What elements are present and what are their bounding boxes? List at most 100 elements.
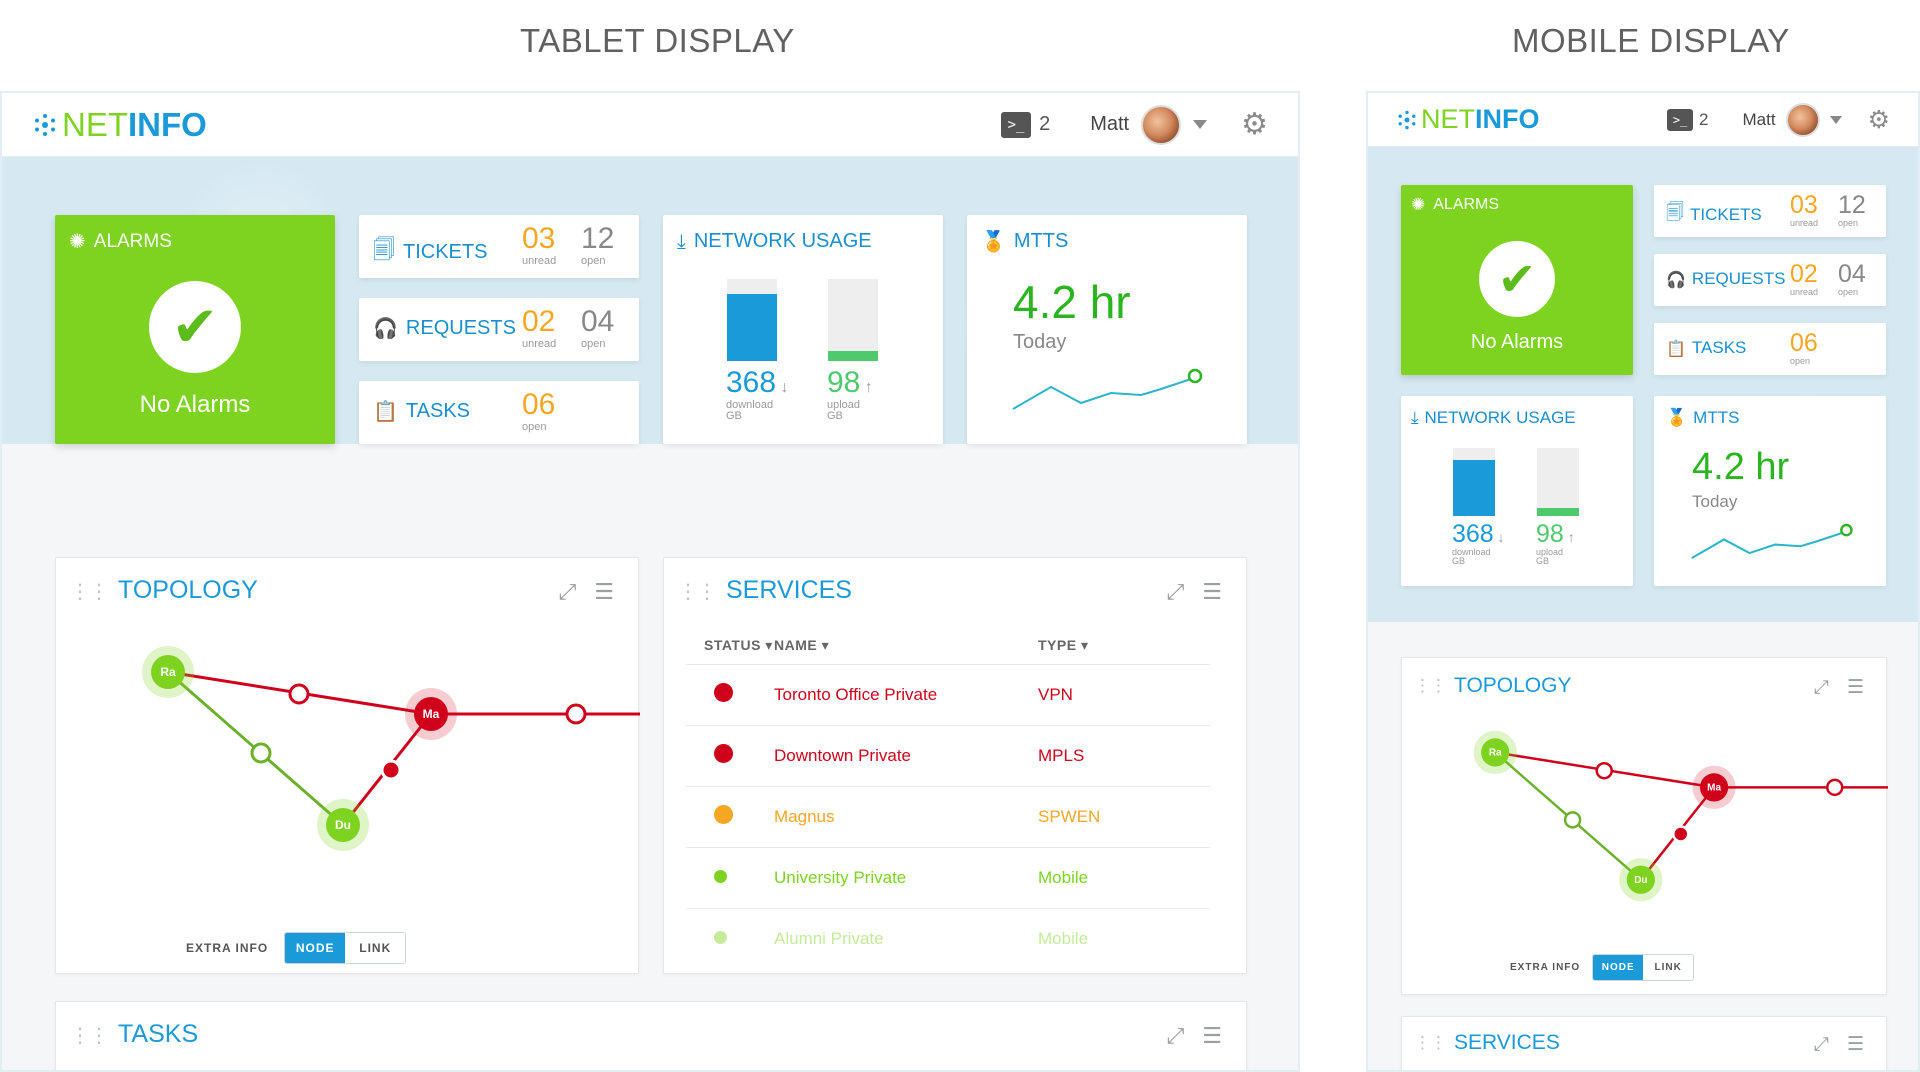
expand-icon[interactable]: ⤢ <box>1166 1024 1185 1049</box>
user-menu[interactable]: Matt <box>1743 102 1842 137</box>
network-usage-card[interactable]: ⤓ NETWORK USAGE 368 ↓ download GB 98 ↑ u… <box>663 215 943 444</box>
node-ra[interactable]: Ra <box>1489 748 1502 759</box>
gear-icon[interactable]: ⚙ <box>1867 105 1890 134</box>
tasks-open: 06 open <box>522 388 556 433</box>
menu-icon[interactable]: ☰ <box>1846 676 1864 698</box>
tasks-card[interactable]: 📋 TASKS 06 open <box>1654 323 1886 375</box>
node-toggle-button[interactable]: NODE <box>285 933 346 963</box>
drag-handle-icon[interactable]: ⋮⋮ <box>1414 676 1447 696</box>
services-header: ⋮⋮ SERVICES <box>678 576 852 605</box>
download-value: 368 ↓ download GB <box>726 366 789 422</box>
upload-value: 98 ↑ upload GB <box>1536 520 1575 566</box>
tickets-header: 🗐 TICKETS <box>373 233 487 271</box>
table-row[interactable]: Downtown Private MPLS <box>686 725 1210 787</box>
logo-info: INFO <box>128 105 207 143</box>
mobile-summary-hero: ✺ ALARMS ✔ No Alarms 🗐 TICKETS 03 unread… <box>1368 147 1918 622</box>
topology-header: ⋮⋮ TOPOLOGY <box>1414 674 1571 698</box>
type-column-header[interactable]: TYPE ▾ <box>1038 628 1210 665</box>
mtts-card[interactable]: 🏅 MTTS 4.2 hr Today <box>1654 396 1886 586</box>
alarm-light-icon: ✺ <box>69 231 86 253</box>
clipboard-icon: 📋 <box>373 399 398 423</box>
tasks-open: 06 open <box>1790 329 1818 366</box>
service-type: MPLS <box>1038 725 1210 787</box>
name-column-header[interactable]: NAME ▾ <box>774 628 1038 665</box>
node-du[interactable]: Du <box>335 818 351 832</box>
menu-icon[interactable]: ☰ <box>1202 1024 1222 1049</box>
status-dot <box>714 743 733 763</box>
alarms-card[interactable]: ✺ ALARMS ✔ No Alarms <box>1401 185 1633 375</box>
mtts-card[interactable]: 🏅 MTTS 4.2 hr Today <box>967 215 1247 444</box>
menu-icon[interactable]: ☰ <box>1846 1033 1864 1055</box>
mobile-top-bar: NET INFO >_ 2 Matt ⚙ <box>1368 93 1918 147</box>
ribbon-icon: 🏅 <box>981 229 1006 253</box>
alarms-message: No Alarms <box>1470 331 1564 353</box>
expand-icon[interactable]: ⤢ <box>558 580 577 605</box>
status-cell <box>686 908 774 969</box>
status-cell <box>686 725 774 787</box>
user-menu[interactable]: Matt <box>1090 104 1208 145</box>
expand-icon[interactable]: ⤢ <box>1813 1033 1829 1055</box>
menu-icon[interactable]: ☰ <box>1202 580 1222 605</box>
table-row[interactable]: Magnus SPWEN <box>686 786 1210 848</box>
expand-icon[interactable]: ⤢ <box>1166 580 1185 605</box>
drag-handle-icon[interactable]: ⋮⋮ <box>1414 1033 1447 1053</box>
node-ma[interactable]: Ma <box>423 707 440 721</box>
status-column-header[interactable]: STATUS ▾ <box>686 628 774 665</box>
node-ma[interactable]: Ma <box>1707 783 1721 794</box>
requests-unread: 02 unread <box>522 305 557 350</box>
node-toggle-button[interactable]: NODE <box>1593 955 1644 980</box>
services-panel: ⋮⋮ SERVICES ⤢ ☰ STATUS ▾ NAME ▾ TYPE ▾ T… <box>663 557 1247 974</box>
service-name: Downtown Private <box>774 725 1038 787</box>
terminal-button[interactable]: >_ 2 <box>1001 111 1051 138</box>
table-row[interactable]: Toronto Office Private VPN <box>686 664 1210 726</box>
tasks-label: TASKS <box>1691 338 1747 357</box>
requests-header: 🎧 REQUESTS <box>373 316 516 340</box>
requests-open: 04 open <box>581 305 615 350</box>
link-toggle-button[interactable]: LINK <box>1643 955 1694 980</box>
link-toggle-button[interactable]: LINK <box>345 933 406 963</box>
service-name: Toronto Office Private <box>774 664 1038 726</box>
expand-icon[interactable]: ⤢ <box>1813 676 1829 698</box>
tasks-label: TASKS <box>405 399 470 422</box>
requests-label: REQUESTS <box>405 316 516 339</box>
mtts-header: 🏅 MTTS <box>1666 408 1739 428</box>
ticket-icon: 🗐 <box>373 238 395 263</box>
netinfo-logo[interactable]: NET INFO <box>1396 104 1540 135</box>
terminal-count: 2 <box>1039 113 1051 135</box>
service-type: VPN <box>1038 664 1210 726</box>
menu-icon[interactable]: ☰ <box>594 580 614 605</box>
logo-net: NET <box>62 105 128 143</box>
drag-handle-icon[interactable]: ⋮⋮ <box>70 1022 109 1047</box>
alarms-header: ✺ ALARMS <box>69 229 172 254</box>
upload-bar-fill <box>828 351 878 361</box>
gear-icon[interactable]: ⚙ <box>1241 107 1268 142</box>
tickets-open: 12 open <box>1838 191 1866 228</box>
table-row[interactable]: University Private Mobile <box>686 847 1210 909</box>
download-bar <box>727 279 777 361</box>
alarms-label: ALARMS <box>1433 196 1500 213</box>
tablet-display-heading: TABLET DISPLAY <box>520 22 795 59</box>
drag-handle-icon[interactable]: ⋮⋮ <box>70 578 109 603</box>
netinfo-logo[interactable]: NET INFO <box>32 106 207 144</box>
download-icon: ⤓ <box>1411 408 1419 428</box>
tickets-card[interactable]: 🗐 TICKETS 03 unread 12 open <box>359 215 639 278</box>
tickets-card[interactable]: 🗐 TICKETS 03 unread 12 open <box>1654 185 1886 237</box>
requests-card[interactable]: 🎧 REQUESTS 02 unread 04 open <box>359 298 639 361</box>
requests-card[interactable]: 🎧 REQUESTS 02 unread 04 open <box>1654 254 1886 306</box>
table-row[interactable]: Alumni Private Mobile <box>686 908 1210 969</box>
extra-info-toggle: EXTRA INFO NODE LINK <box>1510 954 1695 981</box>
user-name: Matt <box>1090 113 1130 135</box>
node-ra[interactable]: Ra <box>160 665 176 679</box>
drag-handle-icon[interactable]: ⋮⋮ <box>678 578 717 603</box>
node-du[interactable]: Du <box>1634 875 1647 886</box>
network-usage-card[interactable]: ⤓ NETWORK USAGE 368 ↓ download GB 98 ↑ u… <box>1401 396 1633 586</box>
terminal-button[interactable]: >_ 2 <box>1667 108 1709 131</box>
tasks-header: 📋 TASKS <box>373 399 470 423</box>
mtts-label: MTTS <box>1013 229 1069 252</box>
mtts-sub: Today <box>1013 331 1067 353</box>
topology-graph: Ra Ma Du <box>142 646 640 851</box>
tasks-card[interactable]: 📋 TASKS 06 open <box>359 381 639 444</box>
mobile-display-heading: MOBILE DISPLAY <box>1512 22 1790 59</box>
alarms-card[interactable]: ✺ ALARMS ✔ No Alarms <box>55 215 335 444</box>
download-icon: ⤓ <box>677 229 686 253</box>
